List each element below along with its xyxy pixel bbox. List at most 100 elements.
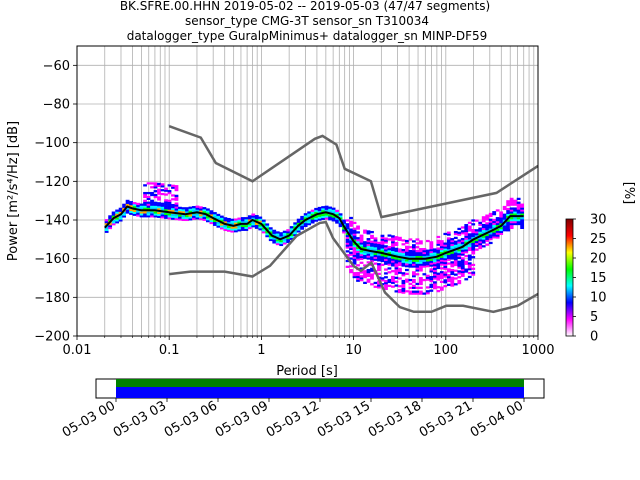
heatmap-cell <box>153 190 158 193</box>
heatmap-cell <box>450 238 455 241</box>
heatmap-cell <box>363 254 367 257</box>
heatmap-cell <box>185 214 189 218</box>
heatmap-cell <box>422 261 427 264</box>
heatmap-cell <box>485 216 490 219</box>
heatmap-cell <box>384 249 388 252</box>
heatmap-cell <box>219 219 224 222</box>
heatmap-cell <box>405 255 409 258</box>
heatmap-cell <box>261 223 266 226</box>
heatmap-cell <box>164 193 168 196</box>
heatmap-cell <box>439 267 444 270</box>
heatmap-cell <box>150 213 154 216</box>
heatmap-cell <box>394 280 399 283</box>
heatmap-cell <box>352 252 357 255</box>
heatmap-cell <box>251 223 256 226</box>
heatmap-cell <box>377 286 381 289</box>
heatmap-cell <box>160 208 165 211</box>
heatmap-cell <box>429 248 434 252</box>
heatmap-cell <box>509 219 514 222</box>
heatmap-cell <box>384 239 388 242</box>
heatmap-cell <box>443 281 448 284</box>
heatmap-cell <box>481 245 486 248</box>
heatmap-cell <box>212 223 217 226</box>
heatmap-cell <box>398 261 402 265</box>
heatmap-cell <box>411 240 416 243</box>
heatmap-cell <box>450 278 455 281</box>
heatmap-cell <box>429 260 434 263</box>
heatmap-cell <box>111 219 116 222</box>
heatmap-cell <box>506 227 511 230</box>
x-axis-label: Period [s] <box>276 364 338 379</box>
heatmap-cell <box>436 253 441 256</box>
heatmap-cell <box>499 223 504 226</box>
heatmap-cell <box>216 213 221 217</box>
heatmap-cell <box>373 281 378 285</box>
timeline-tick-label: 05-03 06 <box>162 398 220 440</box>
heatmap-cell <box>258 226 263 229</box>
heatmap-cell <box>171 207 175 211</box>
heatmap-cell <box>366 272 371 276</box>
heatmap-cell <box>506 202 511 205</box>
heatmap-cell <box>199 217 203 221</box>
heatmap-cell <box>471 246 476 249</box>
heatmap-cell <box>425 259 430 262</box>
heatmap-cell <box>516 203 521 206</box>
heatmap-cell <box>104 228 109 231</box>
heatmap-cell <box>251 217 256 220</box>
heatmap-cell <box>432 281 437 284</box>
heatmap-cell <box>258 218 263 221</box>
heatmap-cell <box>520 222 525 226</box>
heatmap-cell <box>516 201 521 204</box>
heatmap-cell <box>244 224 249 228</box>
heatmap-cell <box>349 224 353 227</box>
heatmap-cell <box>502 217 507 220</box>
heatmap-cell <box>453 263 458 267</box>
heatmap-cell <box>398 288 402 292</box>
heatmap-cell <box>153 182 158 185</box>
heatmap-cell <box>314 215 319 218</box>
heatmap-cell <box>394 238 399 241</box>
heatmap-cell <box>282 234 287 237</box>
heatmap-cell <box>115 217 120 220</box>
heatmap-cell <box>457 276 462 279</box>
heatmap-cell <box>247 226 252 230</box>
heatmap-cell <box>244 220 249 224</box>
heatmap-cell <box>509 220 514 224</box>
heatmap-cell <box>387 284 392 287</box>
heatmap-cell <box>349 238 353 241</box>
heatmap-cell <box>345 244 350 247</box>
heatmap-cell <box>495 230 500 233</box>
heatmap-cell <box>460 268 465 272</box>
heatmap-cell <box>171 209 175 213</box>
heatmap-cell <box>492 222 497 225</box>
heatmap-cell <box>418 259 423 262</box>
heatmap-cell <box>429 285 434 288</box>
heatmap-cell <box>446 231 451 234</box>
heatmap-cell <box>401 285 406 288</box>
heatmap-cell <box>405 251 409 254</box>
heatmap-cell <box>405 265 409 268</box>
heatmap-cell <box>331 207 336 210</box>
heatmap-cell <box>268 234 273 238</box>
heatmap-cell <box>439 280 444 283</box>
heatmap-cell <box>272 237 277 240</box>
heatmap-cell <box>509 197 514 200</box>
heatmap-cell <box>136 204 140 207</box>
heatmap-cell <box>296 222 301 225</box>
heatmap-cell <box>108 224 113 228</box>
heatmap-cell <box>391 244 395 248</box>
heatmap-cell <box>345 250 350 253</box>
heatmap-cell <box>443 263 448 267</box>
heatmap-cell <box>366 232 371 235</box>
heatmap-cell <box>188 216 193 219</box>
heatmap-cell <box>446 237 451 240</box>
heatmap-cell <box>401 279 406 283</box>
heatmap-cell <box>143 203 147 206</box>
heatmap-cell <box>146 215 151 218</box>
heatmap-cell <box>164 201 168 204</box>
heatmap-cell <box>391 243 395 246</box>
heatmap-cell <box>467 225 472 228</box>
heatmap-cell <box>446 279 451 283</box>
heatmap-cell <box>342 229 346 232</box>
heatmap-cell <box>150 207 154 210</box>
